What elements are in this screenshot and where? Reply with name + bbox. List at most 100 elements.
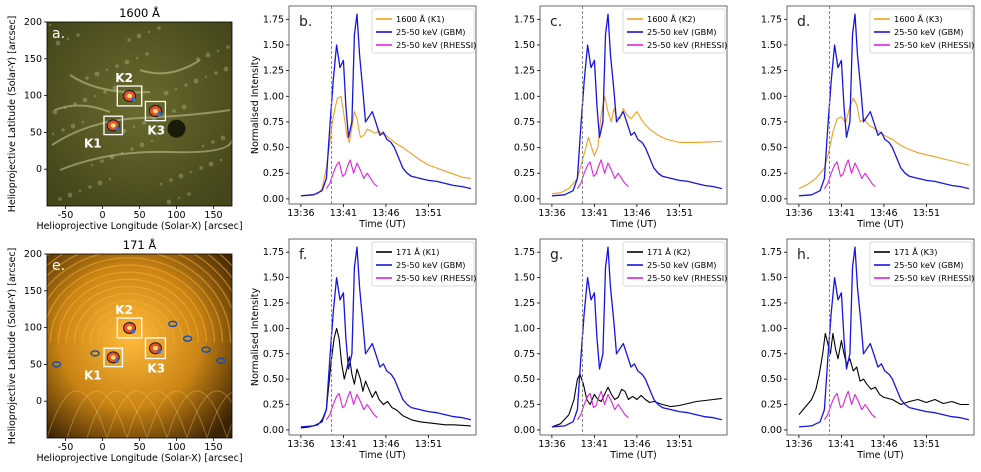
x-tick-label: 13:36 — [287, 208, 314, 219]
y-tick-label: 1.25 — [514, 298, 535, 309]
kernel-contour — [115, 358, 119, 363]
kernel-contour — [115, 126, 119, 131]
y-axis-label: Normalised Intensity — [250, 56, 261, 155]
blue-contour — [90, 350, 100, 357]
network-bright-point — [174, 87, 178, 91]
y-tick-label: 1.50 — [761, 273, 782, 284]
sunspot — [167, 119, 186, 138]
y-tick-label: 0.00 — [263, 425, 284, 436]
series-line-0 — [551, 95, 722, 195]
image-panel-e: K1 K2 K3 e. 171 Å -50 0 50 100 150 0 50 100 150 200 Hel… — [7, 237, 243, 464]
coronal-loop — [146, 390, 208, 438]
y-tick-label: 1.00 — [761, 323, 782, 334]
chart-panel-g: 13:36 13:41 13:46 13:51 0.00 0.25 0.50 0.75 1.00… — [514, 238, 728, 461]
legend-label: 25-50 keV (GBM) — [647, 27, 717, 37]
network-bright-point — [219, 158, 223, 162]
network-bright-point — [201, 144, 205, 148]
legend-label: 171 Å (K1) — [396, 246, 439, 257]
y-tick-label: 1.75 — [263, 14, 284, 25]
y-tick-label: 100 — [24, 91, 42, 102]
y-tick-label: 1.00 — [514, 323, 535, 334]
network-bright-point — [166, 199, 172, 205]
x-tick-label: 13:51 — [666, 208, 693, 219]
y-tick-label: 1.50 — [263, 273, 284, 284]
network-bright-point — [81, 120, 85, 124]
y-tick-label: 0.75 — [761, 349, 782, 360]
x-axis-label: Time (UT) — [609, 219, 656, 230]
network-bright-point — [61, 128, 65, 132]
kernel-label-k2: K2 — [115, 303, 133, 317]
axes-frame — [288, 5, 477, 205]
coronal-loop — [186, 390, 232, 438]
network-bright-point — [193, 78, 199, 84]
y-tick-label: 1.00 — [514, 91, 535, 102]
coronal-loop — [66, 390, 128, 438]
series-line-1 — [300, 13, 472, 197]
y-tick-label: 1.75 — [514, 14, 535, 25]
legend-label: 25-50 keV (GBM) — [396, 260, 466, 270]
legend-label: 25-50 keV (GBM) — [894, 27, 964, 37]
kernel-contour — [157, 348, 162, 354]
network-bright-point — [73, 102, 77, 106]
x-tick-label: 13:36 — [538, 208, 565, 219]
y-tick-label: 1.50 — [514, 273, 535, 284]
y-axis-label: Helioprojective Latitude (Solar-Y) [arcs… — [7, 248, 18, 445]
network-bright-point — [103, 90, 107, 94]
network-bright-point — [58, 197, 62, 201]
coronal-loop — [47, 254, 232, 311]
legend-box — [622, 8, 726, 54]
x-tick-label: -50 — [58, 210, 74, 221]
kernel-core — [152, 108, 158, 114]
network-bright-point — [220, 135, 226, 141]
coronal-loop — [65, 285, 192, 343]
kernel-box — [103, 347, 124, 368]
y-axis-label: Normalised Intensity — [250, 288, 261, 387]
network-bright-point — [177, 196, 181, 200]
coronal-loop — [47, 257, 224, 343]
network-bright-point — [112, 85, 118, 91]
panel-title: 1600 Å — [119, 5, 160, 20]
x-tick-label: 13:41 — [581, 208, 608, 219]
network-bright-point — [136, 33, 142, 39]
legend-box — [371, 8, 475, 54]
kernel-label-k3: K3 — [147, 362, 165, 376]
y-tick-label: 0.50 — [263, 143, 284, 154]
network-bright-point — [48, 23, 52, 27]
legend-label: 25-50 keV (RHESSI) — [647, 40, 727, 50]
kernel-core — [127, 93, 133, 99]
y-tick-label: 0.25 — [514, 168, 535, 179]
network-bright-point — [93, 94, 97, 98]
network-bright-point — [76, 33, 80, 37]
x-tick-label: 150 — [204, 210, 222, 221]
network-bright-point — [132, 125, 136, 129]
x-axis-label: Time (UT) — [609, 450, 656, 461]
panel-label: a. — [52, 26, 65, 42]
network-arc — [51, 109, 231, 146]
x-tick-label: 13:46 — [870, 208, 897, 219]
network-bright-point — [145, 52, 149, 56]
x-tick-label: 13:46 — [870, 439, 897, 450]
image-background — [47, 254, 232, 438]
network-bright-point — [216, 49, 220, 53]
y-tick-label: 0.25 — [761, 168, 782, 179]
network-bright-point — [196, 57, 200, 61]
series-line-2 — [325, 159, 378, 189]
coronal-loop — [86, 390, 148, 438]
panel-title: 171 Å — [123, 237, 157, 252]
chart-panel-f: 13:36 13:41 13:46 13:51 0.00 0.25 0.50 0.75 1.00… — [250, 238, 477, 461]
axes-frame — [786, 5, 975, 205]
network-bright-point — [130, 147, 134, 151]
x-tick-label: 13:51 — [415, 208, 442, 219]
y-tick-label: 1.00 — [761, 91, 782, 102]
y-tick-label: 1.75 — [263, 247, 284, 258]
x-tick-label: 13:36 — [785, 208, 812, 219]
y-tick-label: 1.25 — [761, 298, 782, 309]
x-tick-label: 50 — [133, 210, 145, 221]
x-tick-label: 50 — [133, 442, 145, 453]
y-tick-label: 0.00 — [514, 425, 535, 436]
y-tick-label: 1.25 — [514, 66, 535, 77]
y-tick-label: 1.50 — [761, 40, 782, 51]
x-tick-label: 13:41 — [330, 439, 357, 450]
kernel-box — [144, 337, 167, 360]
